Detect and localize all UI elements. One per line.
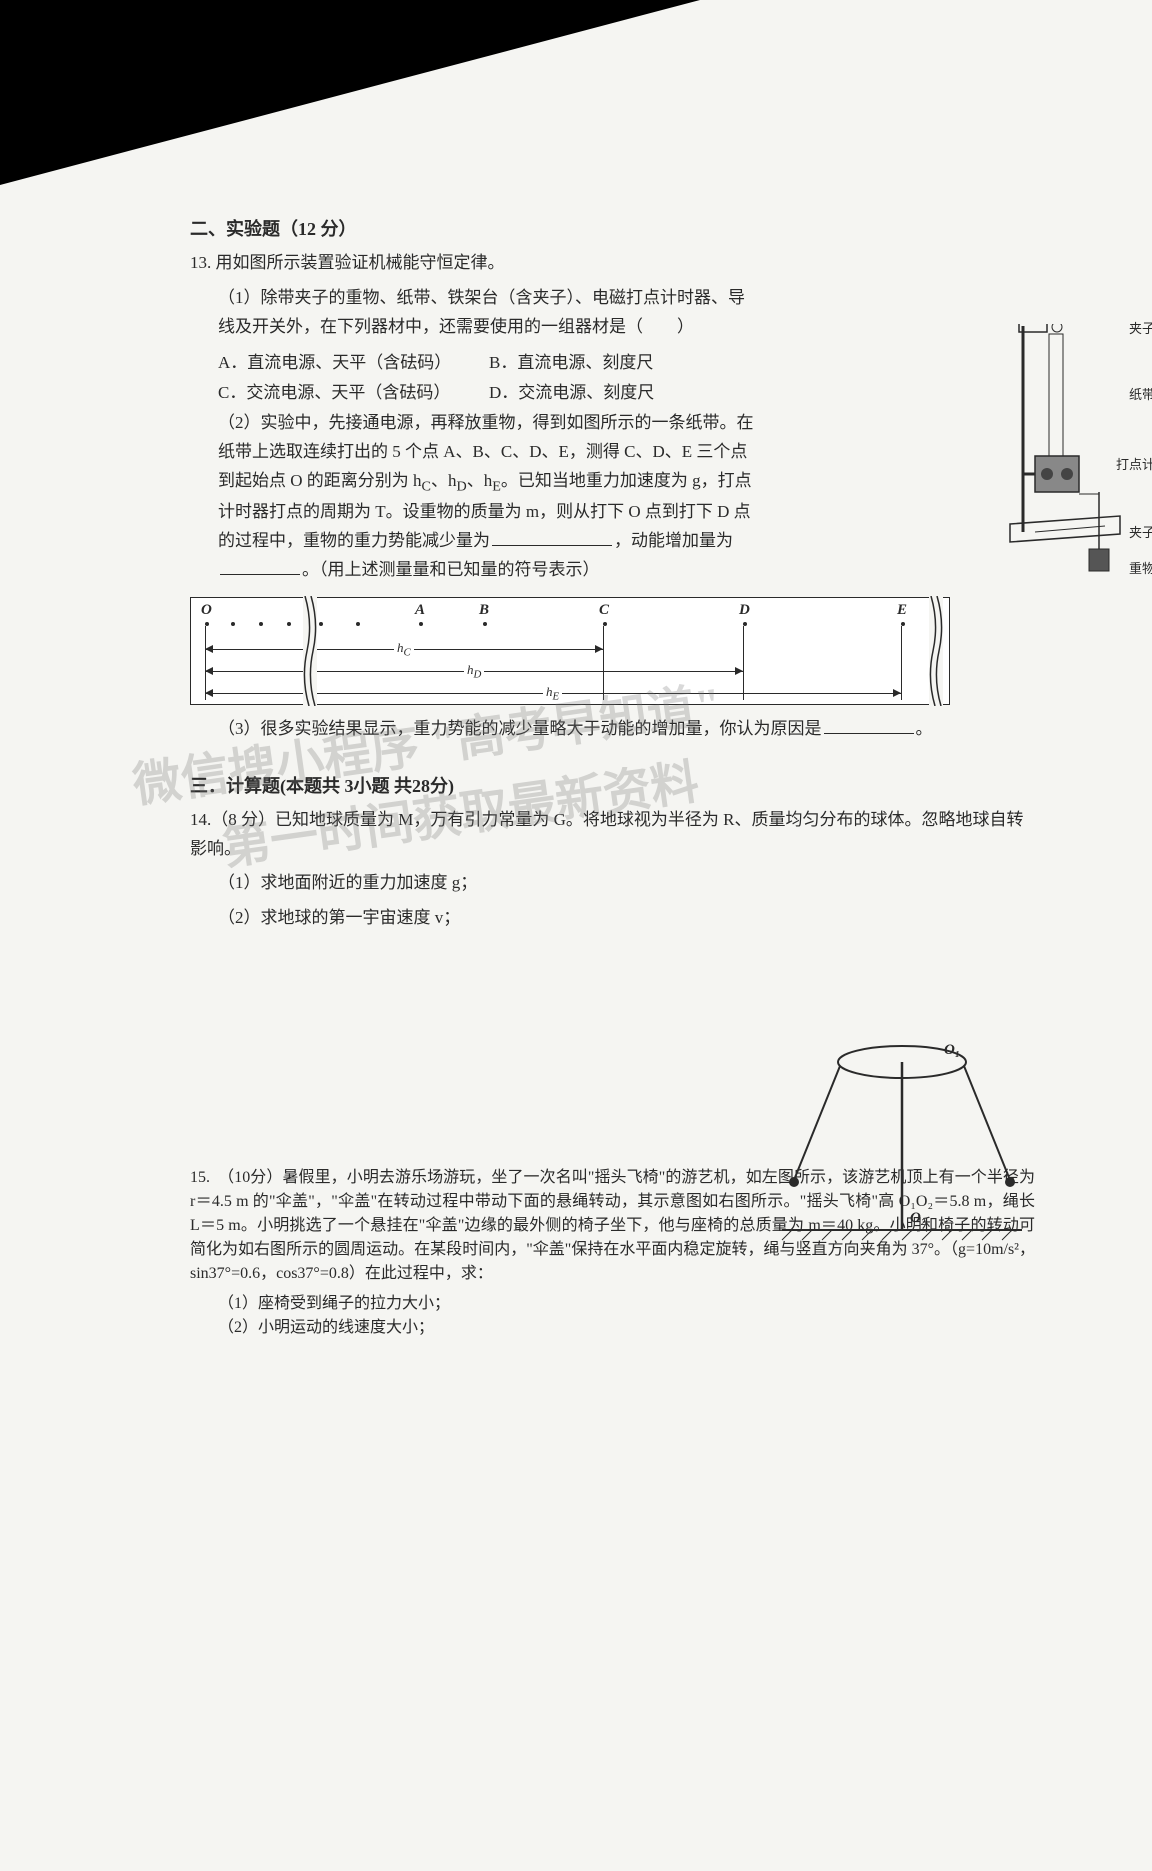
q14-part1: （1）求地面附近的重力加速度 g； xyxy=(190,869,1060,898)
tape-extra-dot xyxy=(259,622,263,626)
q13-p3-end: 。 xyxy=(916,719,933,738)
apparatus-label-timer: 打点计时器 xyxy=(1116,454,1152,473)
apparatus-label-tape: 纸带 xyxy=(1129,384,1152,403)
tape-point-label: B xyxy=(479,602,489,619)
blank-ke[interactable] xyxy=(220,558,300,575)
tape-point-label: O xyxy=(201,602,212,619)
tape-extra-dot xyxy=(356,622,360,626)
q13-stem: 13. 用如图所示装置验证机械能守恒定律。 xyxy=(190,249,1060,278)
q13-p2-text-b: 、h xyxy=(431,471,457,490)
apparatus-label-weight: 重物 xyxy=(1129,558,1152,577)
q13-option-d: D．交流电源、刻度尺 xyxy=(489,378,760,409)
q15-part2: （2）小明运动的线速度大小； xyxy=(190,1313,1060,1337)
blank-pe[interactable] xyxy=(492,529,612,546)
tape-cut-mark xyxy=(929,596,943,706)
q15-part1: （1）座椅受到绳子的拉力大小； xyxy=(190,1289,1060,1313)
q13-p3-text: （3）很多实验结果显示，重力势能的减少量略大于动能的增加量，你认为原因是 xyxy=(218,719,822,738)
q13-p2-text-e: ，动能增加量为 xyxy=(614,531,733,550)
tape-dim-label: hC xyxy=(394,640,414,659)
tape-extra-dot xyxy=(231,622,235,626)
tape-extra-dot xyxy=(287,622,291,626)
scan-corner xyxy=(0,0,700,185)
swing-label-o2: O₂ xyxy=(910,1210,926,1227)
q13-option-c: C．交流电源、天平（含砝码） xyxy=(218,378,489,409)
q13-p2-text-c: 、h xyxy=(467,471,493,490)
tape-tick xyxy=(205,626,206,700)
tape-point-dot xyxy=(419,622,423,626)
section-2-header: 二、实验题（12 分） xyxy=(190,215,1060,241)
tape-dim-label: hE xyxy=(543,684,562,703)
tape-diagram: O A B C D E hC hD hE xyxy=(190,597,950,705)
swing-diagram: O₁ O₂ xyxy=(772,1040,1032,1260)
q13-part2: （2）实验中，先接通电源，再释放重物，得到如图所示的一条纸带。在纸带上选取连续打… xyxy=(190,409,760,585)
tape-point-label: E xyxy=(897,602,907,619)
tape-extra-dot xyxy=(319,622,323,626)
tape-point-label: A xyxy=(415,602,425,619)
tape-dim-label: hD xyxy=(464,662,484,681)
apparatus-label-clamp-bottom: 夹子 xyxy=(1129,522,1152,541)
q13-options: A．直流电源、天平（含砝码） B．直流电源、刻度尺 C．交流电源、天平（含砝码）… xyxy=(190,348,760,409)
q14-part2: （2）求地球的第一宇宙速度 v； xyxy=(190,904,1060,933)
tape-point-label: C xyxy=(599,602,609,619)
q13-part3: （3）很多实验结果显示，重力势能的减少量略大于动能的增加量，你认为原因是 。 xyxy=(190,715,1060,744)
q13-option-a: A．直流电源、天平（含砝码） xyxy=(218,348,489,379)
tape-cut-mark xyxy=(303,596,317,706)
apparatus-diagram: 夹子 纸带 打点计时器 夹子 重物 xyxy=(1005,324,1145,589)
tape-point-label: D xyxy=(739,602,750,619)
apparatus-label-clamp-top: 夹子 xyxy=(1129,318,1152,337)
q13-option-b: B．直流电源、刻度尺 xyxy=(489,348,760,379)
tape-tick xyxy=(603,626,604,700)
swing-label-o1: O₁ xyxy=(944,1042,960,1059)
tape-tick xyxy=(901,626,902,700)
section-3-header: 三．计算题(本题共 3小题 共28分) xyxy=(190,772,1060,798)
tape-tick xyxy=(743,626,744,700)
q13-p2-text-f: 。（用上述测量量和已知量的符号表示） xyxy=(302,560,600,579)
q13-part1: （1）除带夹子的重物、纸带、铁架台（含夹子）、电磁打点计时器、导线及开关外，在下… xyxy=(190,284,760,342)
q14-stem: 14.（8 分）已知地球质量为 M，万有引力常量为 G。将地球视为半径为 R、质… xyxy=(190,806,1060,864)
tape-point-dot xyxy=(483,622,487,626)
blank-reason[interactable] xyxy=(824,717,914,734)
